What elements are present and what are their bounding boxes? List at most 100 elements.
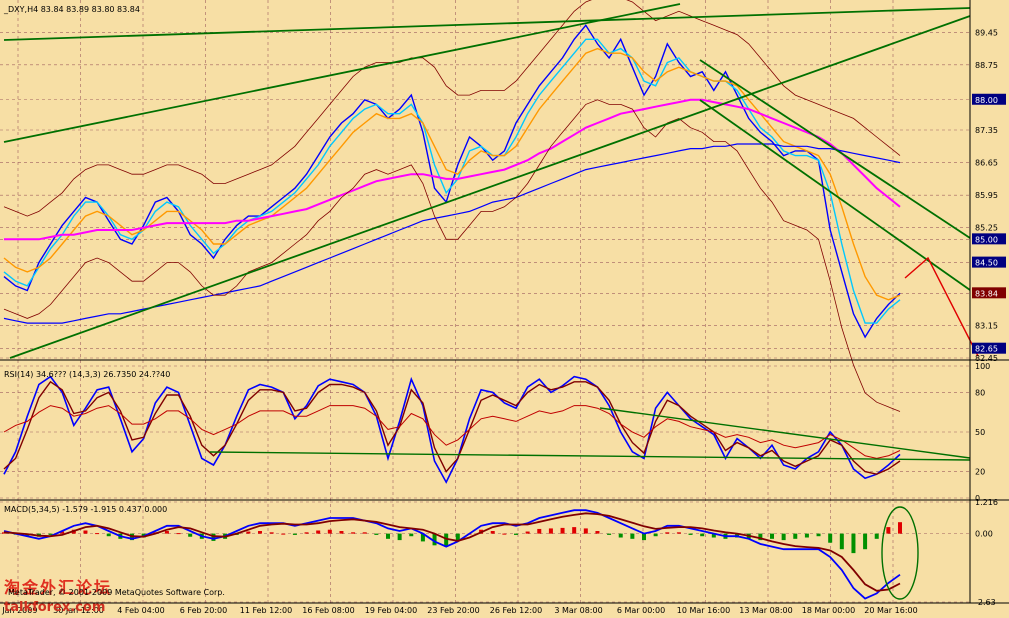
trendline: [699, 59, 971, 239]
price-tick-label: 84.50: [975, 259, 998, 268]
price-tick-label: 89.45: [975, 28, 998, 37]
macd-label: MACD(5,34,5) -1.579 -1.915 0.437 0.000: [4, 505, 167, 514]
macd-histogram-bar: [316, 530, 321, 534]
x-tick-label: 13 Mar 08:00: [739, 606, 792, 615]
macd-histogram-bar: [374, 533, 379, 535]
price-tick-label: 88.75: [975, 61, 998, 70]
projection-arrow: [904, 256, 979, 357]
macd-histogram-bar: [420, 533, 425, 542]
x-tick-label: 18 Mar 00:00: [802, 606, 855, 615]
x-tick-label: 16 Feb 08:00: [302, 606, 354, 615]
x-tick-label: 10 Mar 16:00: [677, 606, 730, 615]
macd-tick-label: 0.00: [975, 530, 993, 539]
macd-histogram-bar: [653, 533, 658, 537]
trendline: [699, 99, 971, 291]
macd-histogram-bar: [176, 533, 181, 535]
macd-histogram-bar: [548, 528, 553, 534]
price-tick-label: 85.95: [975, 191, 998, 200]
slow-ma-line: [4, 98, 901, 241]
x-tick-label: 4 Feb 04:00: [117, 606, 164, 615]
macd-signal-line: [3, 512, 901, 592]
macd-histogram-bar: [874, 533, 879, 539]
macd-histogram-bar: [583, 528, 588, 534]
macd-histogram-bar: [828, 533, 833, 543]
macd-histogram-bar: [304, 532, 309, 534]
macd-panel: [2, 506, 919, 600]
macd-histogram-bar: [770, 533, 774, 539]
macd-histogram-bar: [490, 531, 495, 534]
price-tick-label: 85.00: [975, 235, 998, 244]
macd-histogram-bar: [839, 533, 844, 550]
macd-histogram-bar: [781, 533, 786, 541]
divergence-ellipse: [881, 506, 919, 600]
price-tick-label: 82.65: [975, 345, 998, 354]
macd-histogram-bar: [409, 533, 414, 537]
macd-histogram-bar: [386, 533, 390, 539]
macd-histogram-bar: [758, 533, 763, 541]
macd-histogram-bar: [281, 533, 286, 535]
grid: [0, 0, 970, 603]
macd-histogram-bar: [537, 528, 542, 534]
macd-histogram-bar: [886, 527, 891, 534]
macd-histogram-bar: [106, 533, 111, 537]
macd-histogram-bar: [630, 533, 635, 539]
price-tick-label: 86.65: [975, 159, 998, 168]
macd-histogram-bar: [793, 533, 798, 539]
macd-histogram-bar: [514, 533, 518, 535]
macd-line: [3, 509, 901, 600]
macd-histogram-bar: [700, 533, 705, 537]
copyright-text: MetaTrader, © 2001-2009 MetaQuotes Softw…: [8, 588, 225, 597]
macd-histogram-bar: [48, 533, 53, 535]
x-tick-label: 11 Feb 12:00: [240, 606, 292, 615]
price-panel: [3, 0, 979, 412]
macd-histogram-bar: [572, 527, 577, 534]
trendline: [3, 7, 971, 41]
macd-histogram-bar: [339, 531, 344, 534]
trendline: [3, 3, 681, 143]
rsi-tick-label: 80: [975, 388, 985, 397]
macd-histogram-bar: [60, 531, 65, 534]
price-tick-label: 87.35: [975, 126, 998, 135]
x-tick-label: 2 Jan 2009: [0, 606, 37, 615]
macd-histogram-bar: [444, 533, 449, 547]
macd-histogram-bar: [362, 532, 367, 534]
rsi-tick-label: 100: [975, 362, 990, 371]
rsi-label: RSI(14) 34.6??? (14,3,3) 26.7350 24.??40: [4, 370, 170, 379]
macd-tick-label: 1.216: [975, 498, 998, 507]
mid-ma-line: [3, 47, 901, 301]
macd-histogram-bar: [676, 532, 681, 534]
macd-histogram-bar: [246, 531, 251, 534]
fast-ma-line: [3, 38, 901, 324]
stoch-line: [3, 380, 901, 475]
macd-histogram-bar: [665, 532, 670, 534]
macd-histogram-bar: [269, 532, 274, 534]
macd-histogram-bar: [83, 530, 88, 534]
rsi-trendline: [599, 407, 971, 459]
macd-histogram-bar: [863, 533, 868, 550]
price-tick-label: 83.15: [975, 321, 998, 330]
price-tick-label: 85.25: [975, 224, 998, 233]
price-tag: [972, 256, 1006, 268]
watermark-cn: 淘金外汇论坛: [4, 578, 113, 597]
rsi-tick-label: 0: [975, 494, 980, 503]
macd-histogram-bar: [804, 533, 809, 538]
rsi-tick-label: 20: [975, 468, 985, 477]
price-tag: [972, 93, 1006, 105]
rsi-tick-label: 50: [975, 428, 985, 437]
trendline: [9, 15, 971, 359]
macd-histogram-bar: [502, 533, 507, 535]
x-tick-label: 6 Feb 20:00: [180, 606, 227, 615]
price-tick-label: 83.84: [975, 289, 998, 298]
macd-histogram-bar: [595, 531, 600, 534]
macd-histogram-bar: [432, 533, 437, 546]
macd-histogram-bar: [711, 533, 716, 538]
x-tick-label: 20 Mar 16:00: [864, 606, 917, 615]
macd-histogram-bar: [898, 522, 902, 534]
price-line: [3, 24, 901, 339]
price-tick-label: 88.00: [975, 96, 998, 105]
macd-histogram-bar: [851, 533, 856, 554]
macd-tick-label: -2.63: [975, 598, 996, 607]
x-tick-label: 19 Feb 04:00: [365, 606, 417, 615]
macd-histogram-bar: [211, 533, 216, 541]
